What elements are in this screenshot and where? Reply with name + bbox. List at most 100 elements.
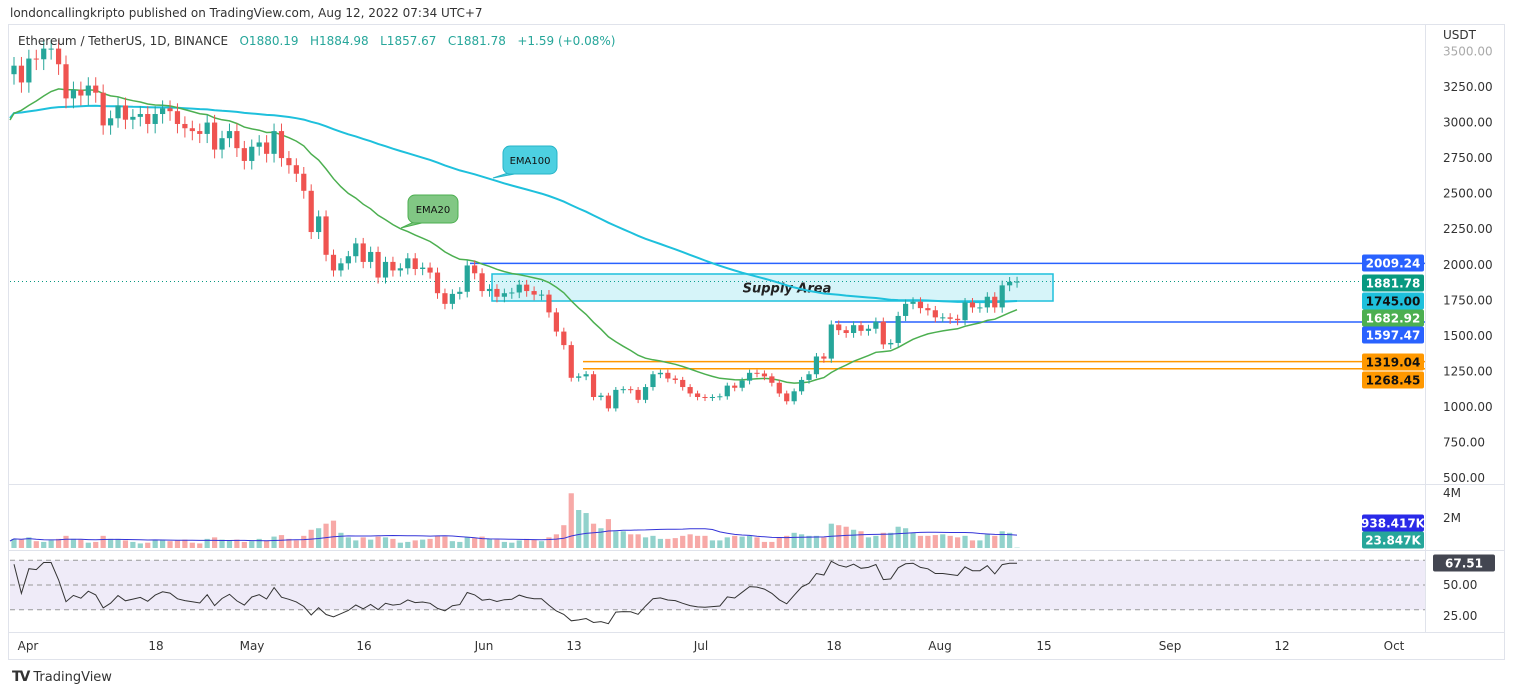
volume-bar bbox=[977, 540, 983, 548]
candle-body bbox=[709, 396, 716, 398]
volume-bar bbox=[420, 539, 426, 548]
time-tick: Apr bbox=[18, 639, 39, 653]
ema100-line bbox=[9, 104, 1018, 304]
volume-bar bbox=[687, 534, 693, 548]
volume-bar bbox=[776, 537, 782, 548]
price-label-1597-47-bg bbox=[1362, 326, 1424, 344]
volume-bar bbox=[457, 541, 463, 548]
candle-body bbox=[925, 308, 931, 311]
volume-bar bbox=[895, 526, 901, 548]
volume-bar bbox=[174, 540, 181, 548]
volume-label-bg bbox=[1362, 531, 1424, 549]
price-label-1682-92-bg bbox=[1362, 309, 1424, 327]
candle-body bbox=[858, 325, 864, 331]
candle-body bbox=[427, 267, 433, 273]
candle-body bbox=[264, 142, 270, 154]
volume-bar bbox=[1007, 532, 1013, 548]
time-tick: Jul bbox=[693, 639, 708, 653]
candle-body bbox=[375, 251, 381, 278]
volume-ma-label: 938.417K bbox=[1361, 517, 1426, 531]
volume-bar bbox=[264, 540, 270, 548]
volume-bar bbox=[501, 541, 507, 548]
candle-body bbox=[746, 372, 753, 381]
footer-logo[interactable]: TV TradingView bbox=[12, 669, 112, 685]
ema20-line bbox=[9, 88, 1018, 384]
supply-area-label: Supply Area bbox=[743, 282, 832, 297]
volume-bar bbox=[605, 519, 611, 548]
callout-box bbox=[407, 194, 459, 224]
candle-body bbox=[486, 288, 493, 292]
volume-bar bbox=[821, 537, 827, 548]
candle-body bbox=[286, 158, 292, 166]
volume-bar bbox=[278, 535, 285, 548]
price-label-1745-00: 1745.00 bbox=[1366, 295, 1421, 309]
volume-bar bbox=[85, 542, 91, 548]
candle-body bbox=[553, 312, 559, 332]
volume-bar bbox=[286, 538, 292, 548]
volume-bar bbox=[197, 543, 203, 548]
volume-bar bbox=[709, 540, 716, 548]
volume-bar bbox=[70, 538, 77, 548]
volume-tick: 2M bbox=[1443, 511, 1461, 525]
volume-bar bbox=[657, 538, 664, 548]
price-tick: 1250.00 bbox=[1443, 364, 1493, 378]
volume-bar bbox=[494, 539, 500, 548]
candle-body bbox=[895, 315, 901, 343]
candle-body bbox=[107, 118, 114, 126]
candle-body bbox=[174, 111, 181, 124]
volume-bar bbox=[613, 531, 619, 548]
volume-bar bbox=[472, 538, 478, 548]
supply-area-box bbox=[491, 273, 1054, 302]
volume-bar bbox=[932, 535, 938, 548]
volume-bar bbox=[33, 541, 39, 548]
candle-body bbox=[509, 292, 515, 294]
time-tick: 13 bbox=[566, 639, 581, 653]
candle-body bbox=[434, 272, 441, 294]
candle-body bbox=[836, 324, 842, 331]
candle-body bbox=[137, 114, 143, 117]
volume-bar bbox=[442, 536, 448, 548]
candle-body bbox=[479, 273, 485, 292]
candle-body bbox=[546, 294, 552, 313]
candle-body bbox=[754, 372, 760, 374]
volume-bar bbox=[769, 541, 775, 548]
candle-body bbox=[70, 89, 77, 99]
candle-body bbox=[338, 263, 344, 271]
candle-body bbox=[449, 293, 455, 304]
candle-body bbox=[204, 122, 210, 134]
candle-body bbox=[940, 317, 946, 319]
candle-body bbox=[256, 142, 262, 147]
volume-bar bbox=[11, 538, 17, 548]
candle-body bbox=[167, 108, 173, 112]
candle-body bbox=[382, 261, 389, 278]
volume-bars bbox=[11, 493, 1020, 548]
candle-body bbox=[598, 395, 604, 397]
candle-body bbox=[784, 393, 790, 402]
candle-body bbox=[665, 372, 671, 379]
candle-body bbox=[576, 376, 582, 378]
candle-body bbox=[813, 356, 820, 375]
time-tick: 18 bbox=[826, 639, 841, 653]
candle-body bbox=[18, 65, 25, 83]
candle-body bbox=[457, 291, 463, 294]
candle-body bbox=[122, 105, 129, 120]
time-tick: Aug bbox=[928, 639, 951, 653]
volume-bar bbox=[115, 538, 121, 548]
rsi-band bbox=[10, 560, 1425, 610]
candle-body bbox=[791, 391, 797, 402]
volume-bar bbox=[576, 510, 582, 548]
candle-body bbox=[761, 373, 768, 377]
symbol-name[interactable]: Ethereum / TetherUS, 1D, BINANCE bbox=[18, 34, 229, 48]
volume-bar bbox=[63, 535, 69, 548]
volume-bar bbox=[301, 535, 307, 548]
candle-body bbox=[687, 387, 693, 394]
volume-bar bbox=[546, 537, 552, 548]
volume-bar bbox=[739, 536, 745, 548]
ema20-callout: EMA20 bbox=[400, 194, 459, 229]
volume-bar bbox=[509, 542, 515, 548]
candle-body bbox=[219, 138, 225, 150]
candle-body bbox=[41, 48, 47, 60]
ohlc-low: L1857.67 bbox=[380, 34, 437, 48]
